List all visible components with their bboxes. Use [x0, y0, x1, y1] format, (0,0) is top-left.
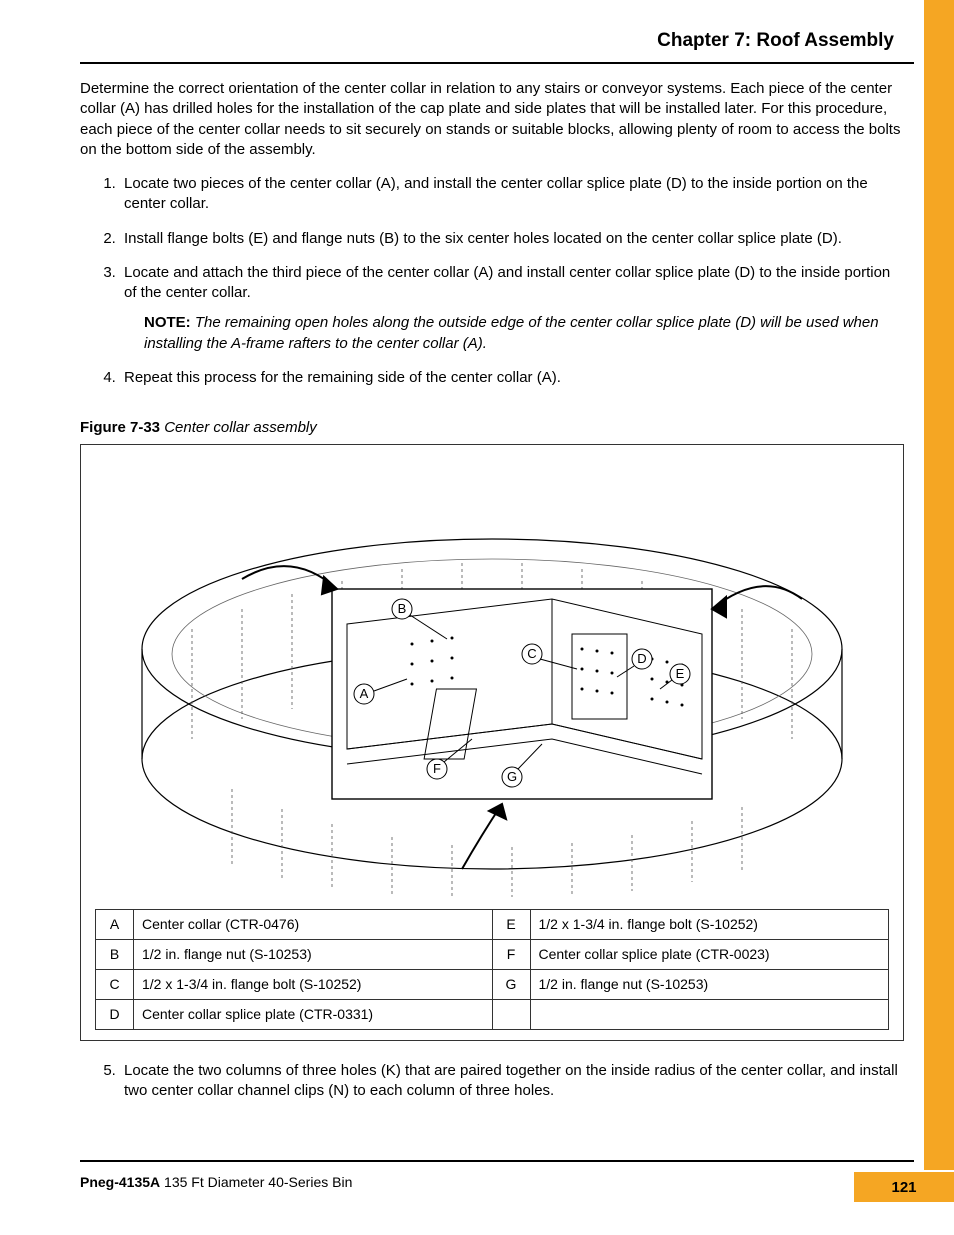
instruction-list-cont: Locate the two columns of three holes (K…: [80, 1061, 904, 1102]
parts-table: A Center collar (CTR-0476) E 1/2 x 1-3/4…: [95, 909, 889, 1030]
part-letter: F: [492, 940, 530, 970]
intro-paragraph: Determine the correct orientation of the…: [80, 79, 904, 160]
note-block: NOTE: The remaining open holes along the…: [124, 313, 904, 354]
svg-text:G: G: [507, 769, 517, 784]
figure-title: Center collar assembly: [164, 419, 317, 436]
part-letter: D: [96, 999, 134, 1029]
page-number: 121: [891, 1179, 916, 1196]
table-row: B 1/2 in. flange nut (S-10253) F Center …: [96, 940, 889, 970]
step-2: Install flange bolts (E) and flange nuts…: [120, 229, 904, 249]
svg-text:A: A: [360, 686, 369, 701]
figure-caption: Figure 7-33 Center collar assembly: [80, 418, 904, 438]
part-letter: C: [96, 970, 134, 1000]
assembly-diagram: A B C D: [95, 459, 889, 899]
step-3-text: Locate and attach the third piece of the…: [124, 264, 890, 301]
note-text: The remaining open holes along the outsi…: [144, 314, 879, 351]
part-letter: B: [96, 940, 134, 970]
table-row: A Center collar (CTR-0476) E 1/2 x 1-3/4…: [96, 910, 889, 940]
step-1: Locate two pieces of the center collar (…: [120, 174, 904, 215]
page-footer: Pneg-4135A 135 Ft Diameter 40-Series Bin: [80, 1160, 914, 1190]
doc-title: 135 Ft Diameter 40-Series Bin: [164, 1174, 352, 1190]
step-3: Locate and attach the third piece of the…: [120, 263, 904, 354]
page-number-box: 121: [854, 1172, 954, 1202]
part-desc: 1/2 in. flange nut (S-10253): [134, 940, 493, 970]
part-desc: Center collar (CTR-0476): [134, 910, 493, 940]
instruction-list: Locate two pieces of the center collar (…: [80, 174, 904, 388]
svg-text:F: F: [433, 761, 441, 776]
svg-text:D: D: [637, 651, 646, 666]
part-letter: [492, 999, 530, 1029]
chapter-title: Chapter 7: Roof Assembly: [657, 30, 894, 51]
part-desc: 1/2 x 1-3/4 in. flange bolt (S-10252): [530, 910, 889, 940]
part-desc: Center collar splice plate (CTR-0023): [530, 940, 889, 970]
part-desc: Center collar splice plate (CTR-0331): [134, 999, 493, 1029]
svg-text:B: B: [398, 601, 407, 616]
part-letter: E: [492, 910, 530, 940]
step-5: Locate the two columns of three holes (K…: [120, 1061, 904, 1102]
figure-number: Figure 7-33: [80, 419, 160, 436]
svg-text:C: C: [527, 646, 536, 661]
part-letter: A: [96, 910, 134, 940]
table-row: C 1/2 x 1-3/4 in. flange bolt (S-10252) …: [96, 970, 889, 1000]
part-letter: G: [492, 970, 530, 1000]
part-desc: [530, 999, 889, 1029]
step-4: Repeat this process for the remaining si…: [120, 368, 904, 388]
table-row: D Center collar splice plate (CTR-0331): [96, 999, 889, 1029]
part-desc: 1/2 in. flange nut (S-10253): [530, 970, 889, 1000]
doc-id: Pneg-4135A: [80, 1174, 160, 1190]
figure-box: A B C D: [80, 444, 904, 1041]
side-accent-bar: [924, 0, 954, 1170]
part-desc: 1/2 x 1-3/4 in. flange bolt (S-10252): [134, 970, 493, 1000]
svg-text:E: E: [676, 666, 685, 681]
chapter-header: Chapter 7: Roof Assembly: [80, 30, 914, 64]
note-label: NOTE:: [144, 314, 191, 331]
